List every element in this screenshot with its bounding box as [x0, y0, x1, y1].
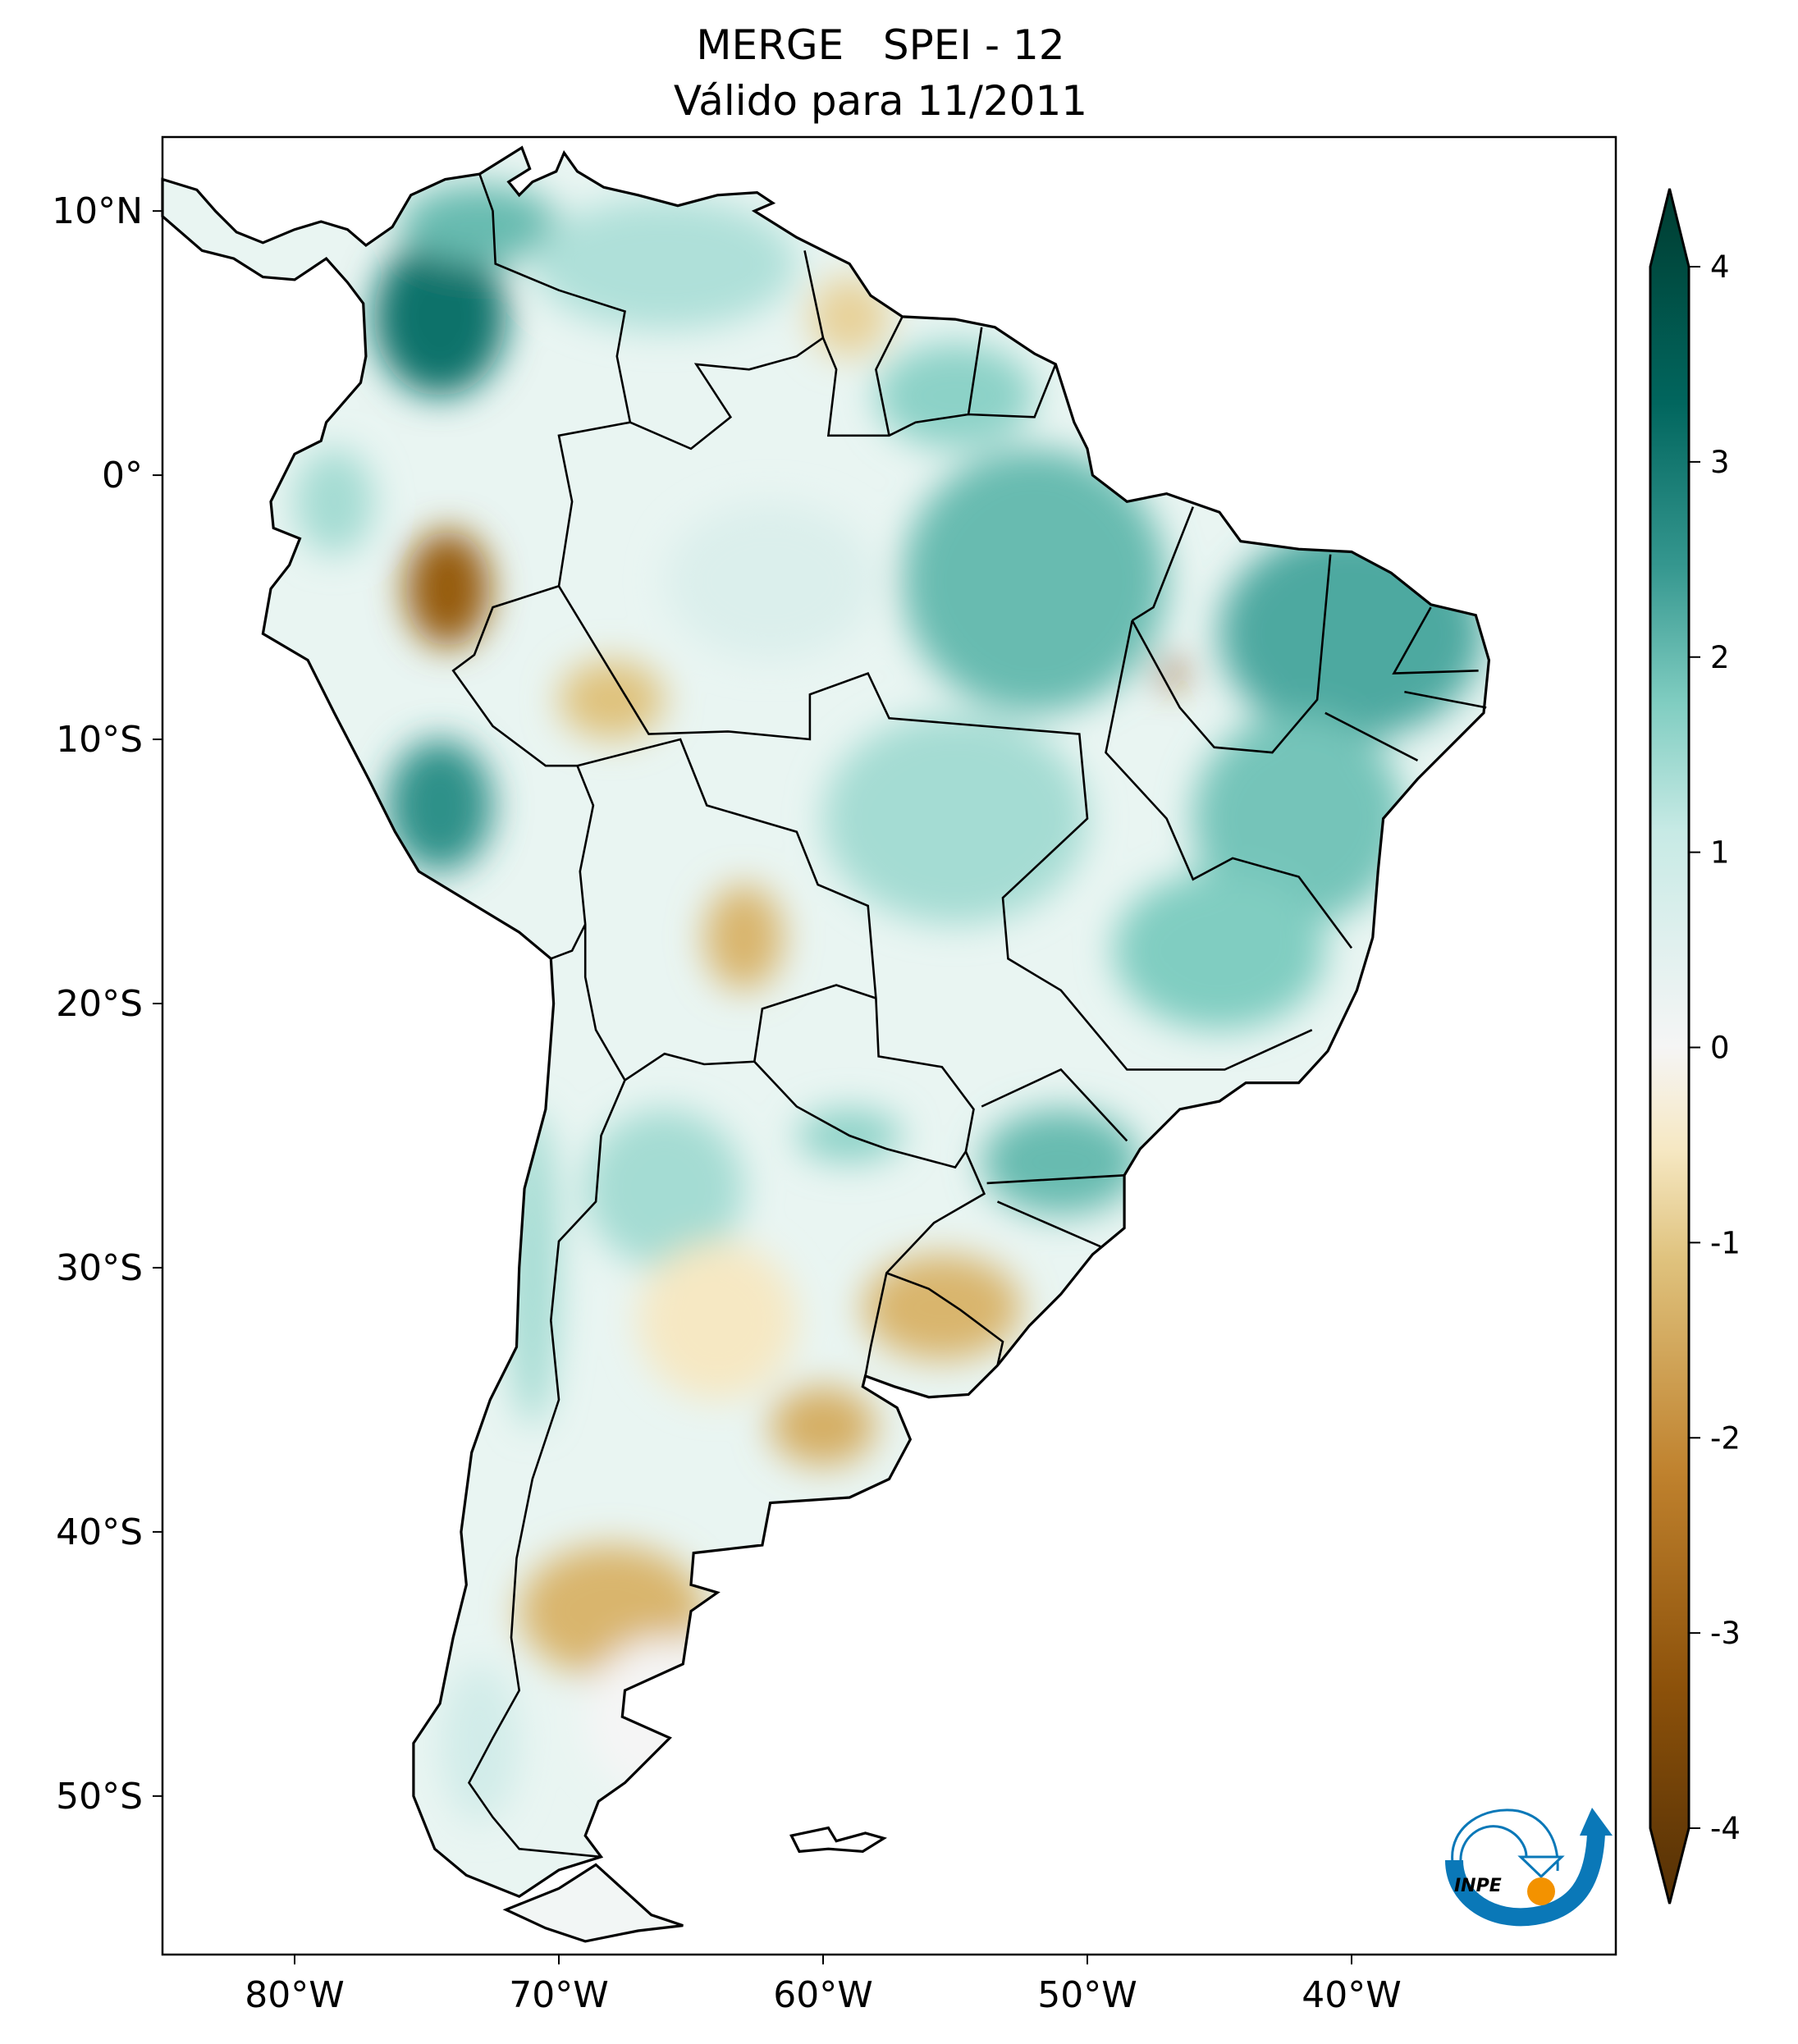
- spei-anomaly-region: [862, 1254, 1022, 1360]
- logo-down-arrow-icon: [1517, 1855, 1565, 1879]
- colorbar-tick-label: -3: [1710, 1616, 1741, 1651]
- x-tick-label: 40°W: [1302, 1974, 1402, 2016]
- falkland-islands: [789, 1826, 888, 1854]
- colorbar-tick-label: -2: [1710, 1420, 1741, 1456]
- y-tick-label: 40°S: [56, 1511, 143, 1553]
- logo-orange-dot: [1527, 1877, 1555, 1905]
- land-fill: [162, 147, 1489, 1897]
- colorbar-tick-label: 4: [1710, 249, 1730, 285]
- y-tick-label: 50°S: [56, 1776, 143, 1818]
- map-area: 80°W 70°W 60°W 50°W 40°W 10°N 0° 10°S 20°S 30°S 4…: [52, 135, 1617, 2016]
- spei-anomaly-region: [1114, 871, 1325, 1031]
- colorbar-tick-label: 0: [1710, 1031, 1730, 1066]
- x-tick-label: 60°W: [773, 1974, 873, 2016]
- y-axis: 10°N 0° 10°S 20°S 30°S 40°S 50°S: [52, 190, 162, 1818]
- coastline: [161, 145, 1491, 1898]
- colorbar-tick-label: 3: [1710, 445, 1730, 480]
- spei-anomaly-region: [809, 277, 890, 357]
- colorbar-bar: [1649, 188, 1690, 1905]
- colorbar-tick-label: -4: [1710, 1811, 1741, 1846]
- title-line-2: Válido para 11/2011: [674, 77, 1087, 125]
- y-tick-label: 10°N: [52, 190, 143, 232]
- colorbar: 4 3 2 1 0 -1 -2 -3 -4: [1649, 188, 1741, 1905]
- spei-anomaly-region: [405, 530, 491, 647]
- colorbar-ticks: 4 3 2 1 0 -1 -2 -3 -4: [1689, 249, 1741, 1846]
- x-tick-label: 50°W: [1037, 1974, 1137, 2016]
- spei-anomaly-region: [585, 1109, 744, 1268]
- spei-field: [295, 184, 1484, 1823]
- spei-anomaly-region: [585, 1637, 744, 1796]
- spei-anomaly-region: [295, 448, 374, 555]
- x-axis: 80°W 70°W 60°W 50°W 40°W: [245, 1955, 1402, 2016]
- inpe-logo: INPE: [1445, 1808, 1613, 1927]
- y-tick-label: 20°S: [56, 983, 143, 1025]
- logo-text: INPE: [1454, 1876, 1502, 1896]
- logo-swirl: [1451, 1809, 1559, 1872]
- spei-anomaly-region: [559, 660, 665, 740]
- spei-anomaly-region: [400, 184, 559, 264]
- spei-anomaly-region: [823, 712, 1087, 925]
- map-frame: [161, 135, 1617, 1956]
- spei-anomaly-region: [1192, 712, 1405, 925]
- spei-anomaly-region: [770, 1386, 876, 1466]
- spei-anomaly-region: [902, 448, 1167, 713]
- logo-arrow-icon: [1580, 1808, 1613, 1836]
- spei-anomaly-region: [876, 343, 1035, 449]
- spei-anomaly-region: [981, 1109, 1141, 1215]
- spei-anomaly-region: [373, 237, 506, 396]
- logo-arc: [1445, 1833, 1605, 1927]
- spei-anomaly-region: [704, 885, 784, 990]
- spei-anomaly-region: [638, 1241, 797, 1400]
- spei-anomaly-region: [532, 198, 797, 331]
- y-tick-label: 30°S: [56, 1247, 143, 1289]
- x-tick-label: 80°W: [245, 1974, 345, 2016]
- country-state-borders: [451, 173, 1487, 1859]
- y-tick-label: 10°S: [56, 719, 143, 761]
- colorbar-tick-label: -1: [1710, 1225, 1741, 1260]
- tierra-del-fuego-coastline: [502, 1863, 684, 1943]
- spei-anomaly-region: [387, 739, 493, 872]
- colorbar-tick-label: 1: [1710, 835, 1730, 871]
- spei-anomaly-region: [1158, 660, 1186, 687]
- spei-anomaly-region: [1219, 528, 1484, 740]
- spei-anomaly-region: [440, 1663, 519, 1823]
- title-line-1: MERGE SPEI - 12: [696, 21, 1064, 69]
- y-tick-label: 0°: [102, 455, 143, 496]
- colorbar-tick-label: 2: [1710, 640, 1730, 675]
- tierra-del-fuego-fill: [506, 1864, 684, 1941]
- spei-anomaly-region: [664, 501, 876, 661]
- x-tick-label: 70°W: [509, 1974, 609, 2016]
